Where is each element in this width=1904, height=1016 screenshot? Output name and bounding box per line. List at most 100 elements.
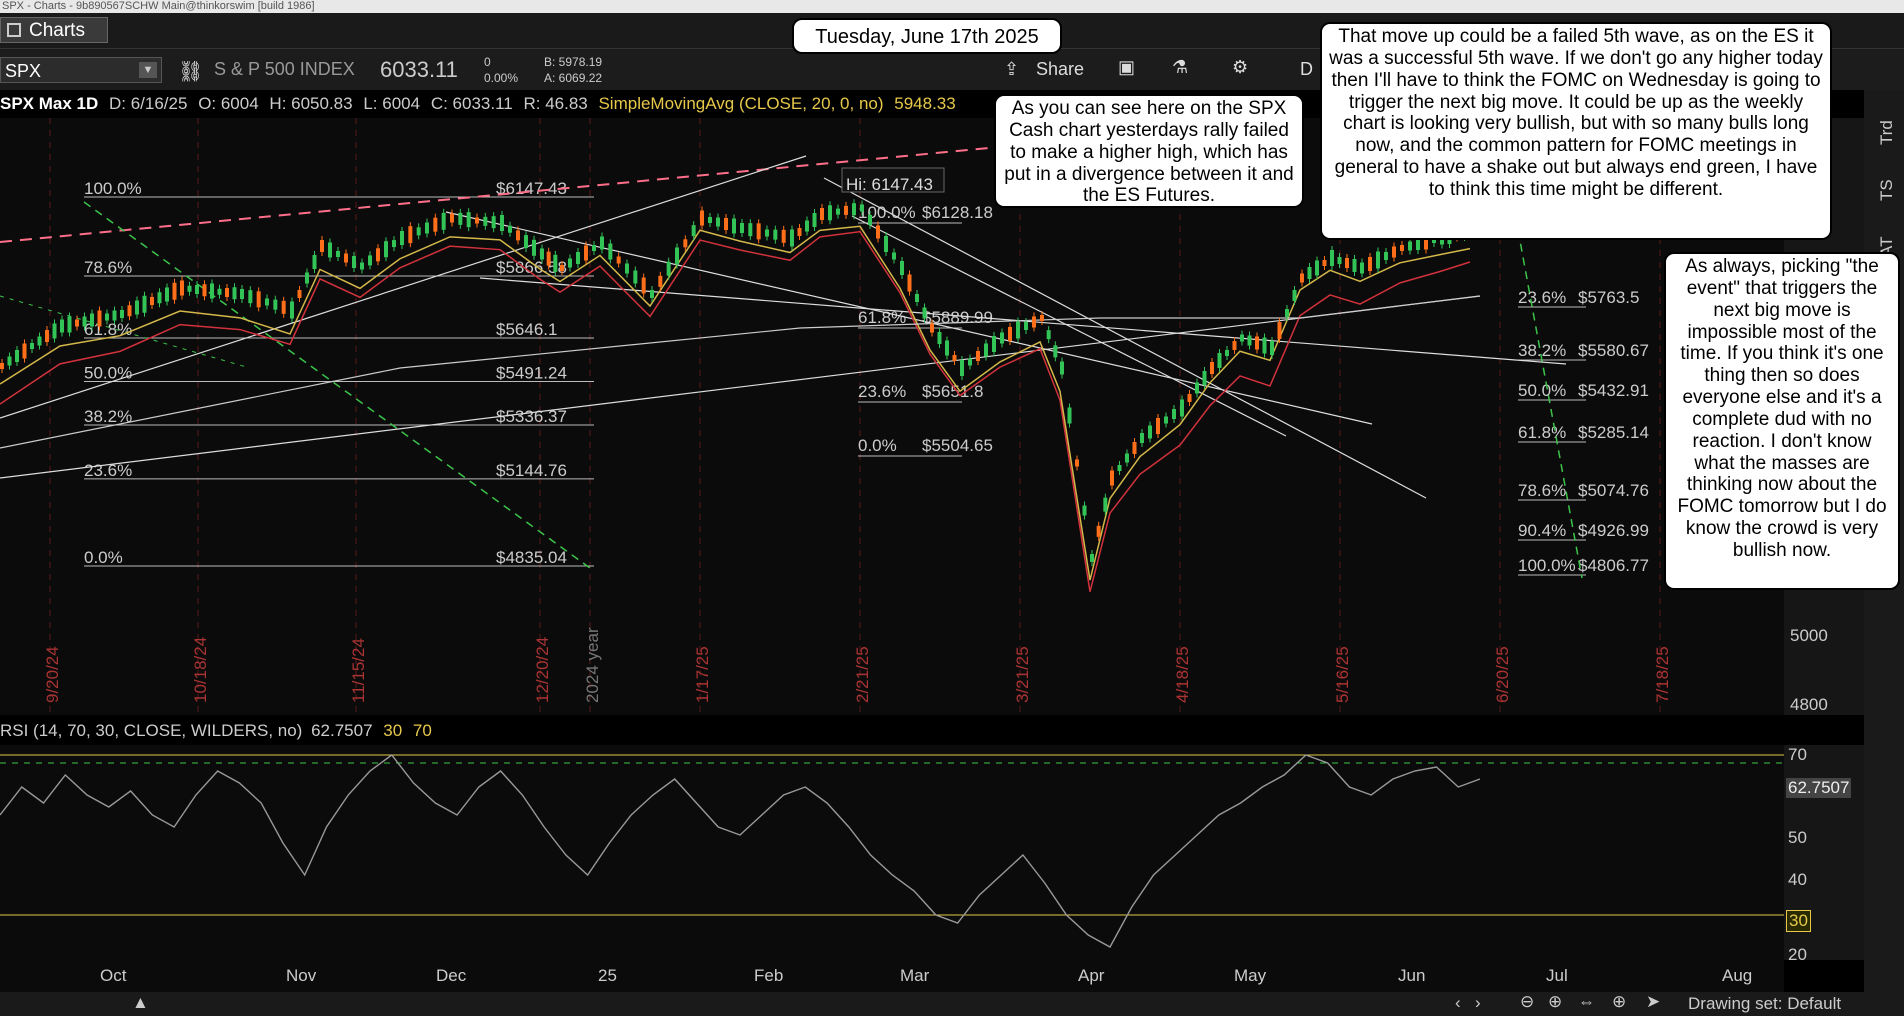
fib-price-label: $4926.99 <box>1578 521 1649 540</box>
fib-price-label: $5491.24 <box>496 363 567 382</box>
share-icon[interactable]: ⇪ <box>1004 59 1020 79</box>
candle-body <box>532 239 536 256</box>
rsi-canvas[interactable] <box>0 745 1784 960</box>
candle-body <box>352 256 356 268</box>
studies-icon[interactable]: ▣ <box>1118 57 1136 77</box>
scroll-right-icon[interactable]: › <box>1475 993 1481 1012</box>
candle-body <box>868 215 872 225</box>
gear-icon[interactable]: ⚙ <box>1232 57 1249 77</box>
candle-body <box>820 208 824 220</box>
candle-body <box>75 319 79 327</box>
candle-body <box>1053 345 1058 358</box>
zoom-out-icon[interactable]: ⊖ <box>1520 992 1535 1011</box>
candle-body <box>1040 315 1044 321</box>
link-icon[interactable]: ⛓ <box>178 61 204 83</box>
candle-body <box>1016 321 1020 339</box>
candle-body <box>1000 332 1004 344</box>
candle-body <box>992 336 996 352</box>
candle-body <box>600 236 604 250</box>
flask-icon[interactable]: ⚗ <box>1172 57 1189 77</box>
candle-body <box>112 310 117 321</box>
fib-pct-label: 38.2% <box>1518 341 1566 360</box>
info-open: O: 6004 <box>198 94 259 113</box>
price-tick: 4800 <box>1790 695 1828 714</box>
ask-price: A: 6069.22 <box>544 71 603 85</box>
window-title: SPX - Charts - 9b890567SCHW Main@thinkor… <box>0 0 1904 13</box>
candle-body <box>105 313 109 321</box>
candle-body <box>120 310 124 318</box>
candle-body <box>1352 259 1357 272</box>
pan-icon[interactable]: ⇔ <box>1578 992 1595 1011</box>
side-tab-trade[interactable]: Trd <box>1877 120 1896 145</box>
candle-body <box>290 301 294 319</box>
candle-body <box>0 363 4 369</box>
candle-body <box>540 248 544 260</box>
sma-study-label[interactable]: SimpleMovingAvg (CLOSE, 20, 0, no) <box>598 94 884 113</box>
date-marker-label: 9/20/24 <box>43 646 62 703</box>
candle-body <box>360 262 364 270</box>
candle-body <box>524 235 528 249</box>
trend-line <box>851 215 1287 437</box>
candle-body <box>915 294 919 302</box>
price-tick: 5000 <box>1790 626 1828 645</box>
candle-body <box>37 336 42 346</box>
candle-body <box>1240 334 1244 342</box>
candle-body <box>633 270 638 284</box>
period-button[interactable]: D <box>1300 59 1313 79</box>
candle-body <box>1110 470 1114 486</box>
drawing-set-label[interactable]: Drawing set: Default <box>1688 994 1842 1013</box>
candle-body <box>60 319 64 333</box>
candle-body <box>812 213 817 227</box>
candle-body <box>441 212 446 230</box>
candle-body <box>1408 241 1412 251</box>
time-axis-label: May <box>1234 966 1267 985</box>
tab-charts[interactable]: Charts <box>0 17 108 43</box>
candle-body <box>1210 362 1214 374</box>
crosshair-icon[interactable]: ⊕ <box>1612 992 1627 1011</box>
candle-body <box>1360 262 1364 274</box>
fib-price-label: $5763.5 <box>1578 288 1639 307</box>
candle-body <box>67 316 72 333</box>
rsi-panel[interactable] <box>0 745 1784 960</box>
fib-pct-label: 61.8% <box>858 308 906 327</box>
time-axis-label: Aug <box>1722 966 1753 985</box>
candle-body <box>968 358 972 366</box>
candle-body <box>232 287 237 300</box>
candle-body <box>1140 433 1144 443</box>
candle-body <box>1368 257 1372 271</box>
zoom-in-icon[interactable]: ⊕ <box>1548 992 1563 1011</box>
trend-line <box>823 177 1427 499</box>
candle-body <box>860 204 864 212</box>
trend-line <box>83 201 591 569</box>
cursor-icon[interactable]: ➤ <box>1646 992 1661 1011</box>
candle-body <box>708 217 712 223</box>
scroll-left-icon[interactable]: ‹ <box>1455 993 1461 1012</box>
info-range: R: 46.83 <box>523 94 588 113</box>
rsi-label[interactable]: RSI (14, 70, 30, CLOSE, WILDERS, no) <box>0 721 303 740</box>
candle-body <box>376 248 380 262</box>
trend-line <box>1517 229 1583 579</box>
symbol-value: SPX <box>5 61 42 81</box>
rsi-info-bar: RSI (14, 70, 30, CLOSE, WILDERS, no) 62.… <box>0 717 1784 745</box>
charts-icon <box>7 23 21 37</box>
candle-body <box>700 210 704 226</box>
trend-line <box>0 155 807 419</box>
collapse-icon[interactable]: ▲ <box>132 993 149 1012</box>
chevron-down-icon[interactable]: ▼ <box>139 62 157 78</box>
candle-body <box>1292 290 1297 301</box>
candle-body <box>458 212 463 225</box>
candle-body <box>900 261 904 275</box>
candle-body <box>1392 246 1396 258</box>
candle-body <box>1307 267 1312 279</box>
fib-price-label: $5504.65 <box>922 436 993 455</box>
symbol-selector[interactable]: SPX ▼ <box>0 57 162 83</box>
candle-body <box>256 291 261 308</box>
rsi-tick: 50 <box>1788 828 1807 847</box>
candle-body <box>560 265 564 271</box>
time-axis: Oct Nov Dec 25 Feb Mar Apr May Jun Jul Aug <box>0 960 1784 992</box>
info-close: C: 6033.11 <box>430 94 513 113</box>
side-tab-ts[interactable]: TS <box>1877 179 1896 201</box>
candle-body <box>30 343 34 349</box>
candle-body <box>1202 371 1207 385</box>
share-button[interactable]: Share <box>1036 59 1085 79</box>
